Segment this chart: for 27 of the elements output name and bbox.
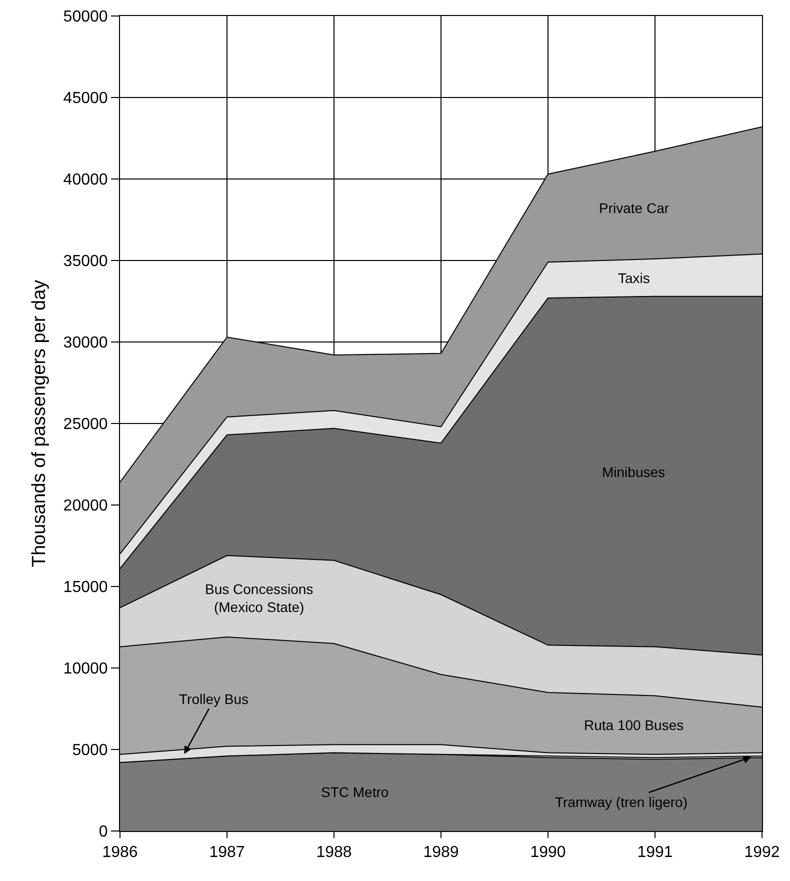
text: Tramway (tren ligero) [555,794,688,810]
series-label: Private Car [599,200,670,216]
y-tick-label: 30000 [63,334,108,352]
y-axis-title: Thousands of passengers per day [29,279,50,568]
y-tick-label: 50000 [63,8,108,26]
series-label: Ruta 100 Buses [584,717,684,733]
y-tick-label: 35000 [63,253,108,270]
series-label: STC Metro [321,784,389,800]
x-tick-label: 1989 [423,844,459,862]
series-label: Minibuses [602,464,666,480]
series-label: Taxis [618,270,650,286]
series-label: Bus Concessions (Mexico State) [205,581,314,616]
y-tick-label: 45000 [63,90,108,108]
y-tick-label: 40000 [63,172,108,189]
y-tick-label: 25000 [63,416,108,434]
y-tick-label: 0 [98,824,108,841]
y-tick-label: 15000 [63,579,108,596]
text: Trolley Bus [179,691,249,707]
x-tick-label: 1991 [637,844,673,862]
x-tick-label: 1992 [744,844,780,862]
x-tick-label: 1990 [530,844,566,862]
y-tick-label: 20000 [63,498,108,515]
x-tick-label: 1988 [316,844,352,862]
x-tick-label: 1986 [102,844,138,862]
x-tick-label: 1987 [209,844,245,862]
y-tick-label: 10000 [63,660,108,678]
y-tick-label: 5000 [72,742,108,760]
